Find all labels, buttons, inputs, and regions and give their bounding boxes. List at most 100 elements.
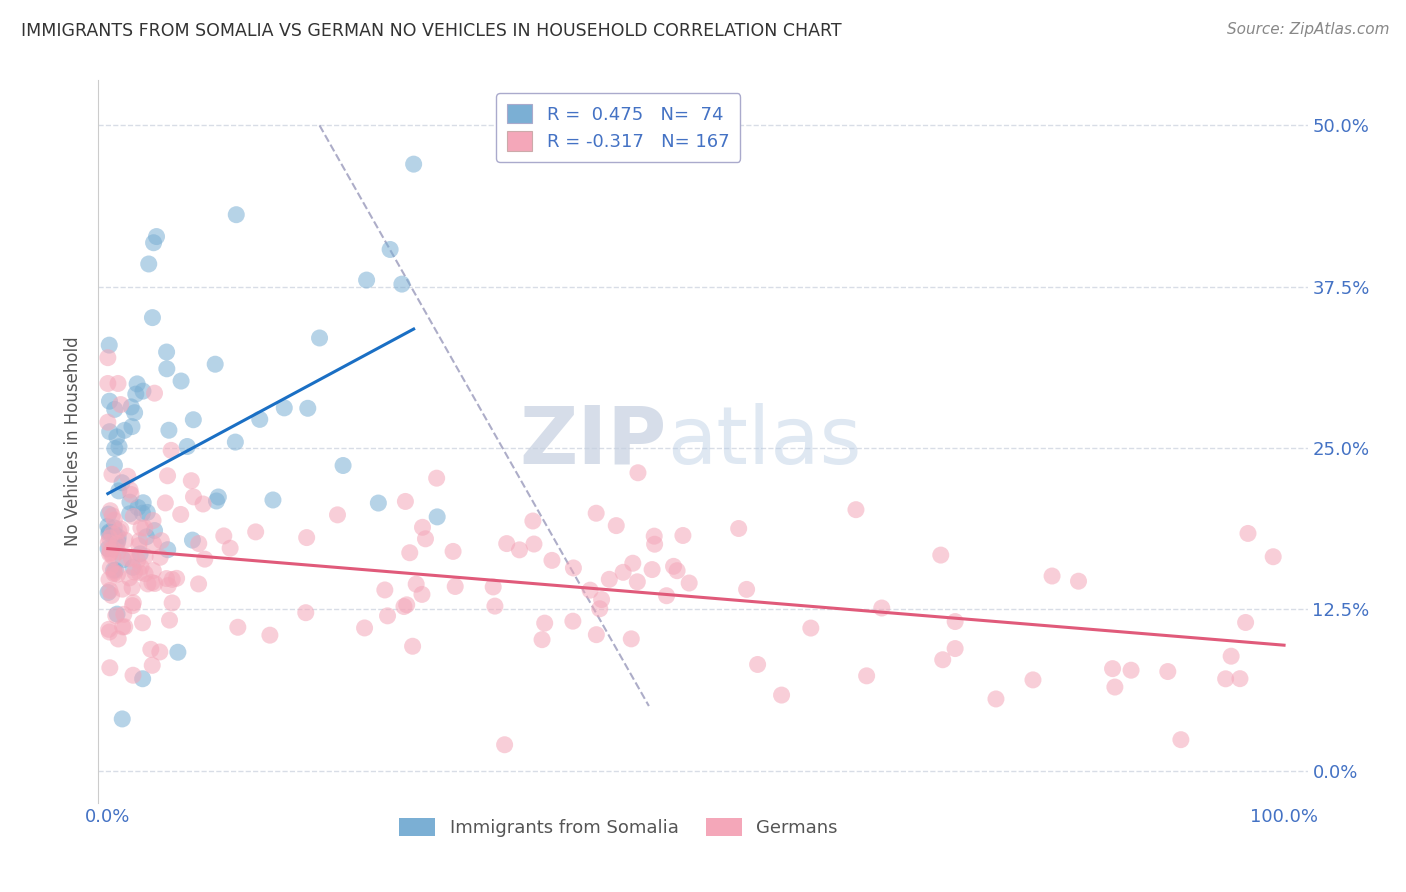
Point: [143, 576, 166, 591]
Point: [155, 345, 177, 359]
Point: [181, 533, 204, 548]
Point: [142, 564, 165, 578]
Point: [1119, 663, 1142, 677]
Point: [170, 374, 193, 388]
Point: [97, 376, 120, 391]
Point: [183, 490, 205, 504]
Point: [142, 514, 165, 528]
Point: [120, 487, 142, 501]
Point: [180, 474, 202, 488]
Point: [98, 338, 121, 352]
Point: [226, 620, 249, 634]
Point: [134, 566, 156, 581]
Point: [97, 541, 120, 556]
Point: [591, 592, 613, 607]
Point: [101, 467, 124, 482]
Point: [612, 566, 634, 580]
Point: [111, 475, 134, 490]
Point: [139, 642, 162, 657]
Point: [110, 398, 132, 412]
Y-axis label: No Vehicles in Household: No Vehicles in Household: [65, 336, 83, 547]
Point: [120, 483, 142, 497]
Point: [391, 277, 413, 292]
Point: [931, 653, 953, 667]
Point: [100, 589, 122, 603]
Point: [155, 572, 177, 586]
Point: [666, 564, 689, 578]
Point: [482, 580, 505, 594]
Point: [118, 507, 141, 521]
Point: [259, 628, 281, 642]
Point: [138, 257, 160, 271]
Point: [1067, 574, 1090, 589]
Point: [105, 607, 128, 621]
Text: Source: ZipAtlas.com: Source: ZipAtlas.com: [1226, 22, 1389, 37]
Point: [98, 425, 121, 439]
Point: [943, 615, 966, 629]
Point: [523, 537, 546, 551]
Point: [150, 533, 173, 548]
Point: [943, 641, 966, 656]
Point: [444, 579, 467, 593]
Point: [98, 504, 121, 518]
Point: [111, 712, 134, 726]
Point: [735, 582, 758, 597]
Point: [176, 440, 198, 454]
Point: [394, 494, 416, 508]
Point: [204, 357, 226, 371]
Point: [103, 521, 125, 535]
Point: [1229, 672, 1251, 686]
Point: [747, 657, 769, 672]
Point: [98, 543, 121, 558]
Point: [101, 508, 124, 523]
Point: [641, 563, 664, 577]
Point: [127, 500, 149, 515]
Point: [118, 495, 141, 509]
Point: [1215, 672, 1237, 686]
Legend: Immigrants from Somalia, Germans: Immigrants from Somalia, Germans: [392, 811, 845, 845]
Point: [644, 537, 666, 551]
Point: [855, 669, 877, 683]
Point: [122, 668, 145, 682]
Point: [157, 423, 180, 437]
Point: [105, 430, 128, 444]
Point: [127, 376, 149, 391]
Point: [114, 620, 136, 634]
Point: [621, 556, 644, 570]
Text: atlas: atlas: [666, 402, 860, 481]
Point: [845, 502, 868, 516]
Point: [224, 435, 246, 450]
Point: [149, 550, 172, 565]
Point: [585, 628, 607, 642]
Point: [1234, 615, 1257, 630]
Point: [800, 621, 823, 635]
Point: [562, 561, 585, 575]
Point: [585, 506, 607, 520]
Point: [655, 589, 678, 603]
Point: [405, 577, 427, 591]
Point: [103, 513, 125, 527]
Point: [97, 507, 120, 521]
Point: [97, 585, 120, 599]
Point: [273, 401, 295, 415]
Point: [326, 508, 349, 522]
Point: [111, 620, 134, 634]
Point: [294, 606, 316, 620]
Point: [142, 235, 165, 250]
Point: [105, 537, 128, 551]
Point: [187, 577, 209, 591]
Point: [142, 537, 165, 551]
Point: [149, 645, 172, 659]
Point: [101, 527, 124, 541]
Point: [117, 469, 139, 483]
Point: [401, 640, 423, 654]
Point: [183, 413, 205, 427]
Point: [1157, 665, 1180, 679]
Point: [103, 563, 125, 577]
Point: [103, 527, 125, 541]
Point: [392, 599, 415, 614]
Point: [929, 548, 952, 562]
Point: [495, 536, 517, 550]
Point: [120, 400, 142, 414]
Point: [114, 533, 136, 548]
